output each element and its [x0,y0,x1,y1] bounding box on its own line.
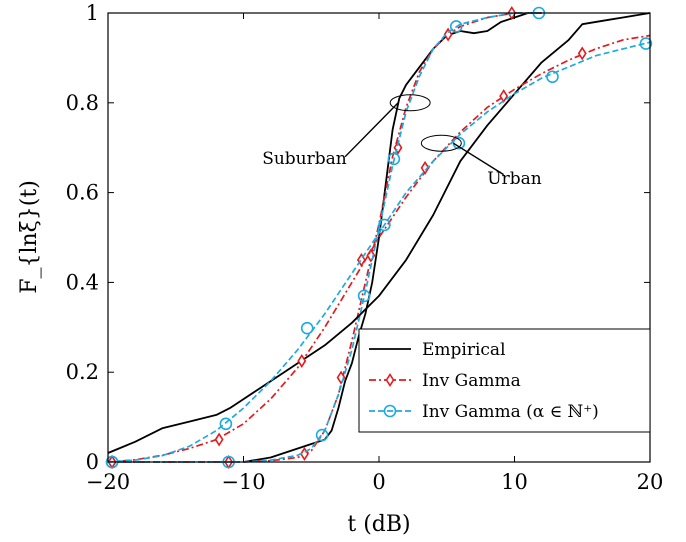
urban-inv-gamma-marker [499,89,509,104]
suburban-inv-gamma-marker [387,152,401,166]
x-tick-label: 20 [637,470,664,494]
suburban-leader-line [344,102,399,158]
y-tick-label: 0.4 [66,270,99,294]
y-tick-label: 1 [86,1,99,25]
suburban-label: Suburban [262,149,347,169]
urban-empirical-line [107,12,651,454]
urban-inv-gamma-marker [219,417,233,431]
x-axis-label: t (dB) [347,512,410,537]
axis-ticks: −20 −10 0 10 20 0 0.2 0.4 0.6 0.8 1 [66,1,664,494]
y-tick-label: 0 [86,450,99,474]
urban-inv-gamma-marker [546,70,559,84]
legend-box [358,328,651,433]
y-tick-label: 0.6 [66,181,99,205]
urban-inv-gamma-marker [378,218,391,232]
suburban-callout-ellipse [389,94,431,112]
urban-inv-gamma-marker [297,353,307,368]
urban-label: Urban [487,169,541,189]
legend-item-inv-gamma-marker [385,373,395,387]
x-tick-label: −10 [221,470,265,494]
legend-item-inv-gamma-marker [383,404,397,418]
legend-item-inv-gamma-label: Inv Gamma (α ∈ ℕ⁺) [422,402,599,422]
x-tick-label: 0 [372,470,385,494]
suburban-inv-gamma-marker [449,20,463,33]
y-tick-label: 0.8 [66,91,99,115]
urban-inv-gamma-marker [420,160,430,175]
urban-inv-gamma-marker [300,321,314,335]
urban-leader-line [452,142,505,176]
urban-callout-ellipse [420,134,462,152]
y-tick-label: 0.2 [66,360,99,384]
urban-inv-gamma-marker [577,46,587,61]
legend-item-inv-gamma-label: Inv Gamma [422,371,521,391]
urban-inv-gamma-line [107,34,651,463]
x-tick-label: 10 [501,470,528,494]
urban-inv-gamma-marker [214,432,224,447]
legend-item-empirical-label: Empirical [422,340,506,360]
x-tick-label: −20 [86,470,130,494]
plot-series [105,6,653,469]
y-axis-label: F_{lnξ}(t) [17,180,42,294]
suburban-inv-gamma-marker [357,289,371,303]
urban-inv-gamma-marker [639,37,653,50]
urban-inv-gamma-line [107,41,651,463]
suburban-inv-gamma-marker [315,428,329,442]
legend: Empirical Inv Gamma Inv Gamma (α ∈ ℕ⁺) [358,328,651,433]
plot-annotations: Suburban Urban [262,94,542,189]
